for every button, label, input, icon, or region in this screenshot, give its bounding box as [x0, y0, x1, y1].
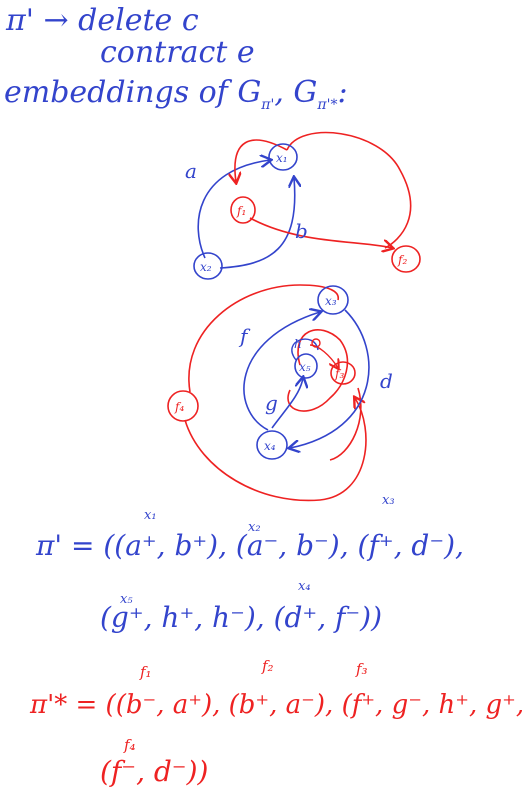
header-line-2: contract e [100, 35, 255, 70]
pi-star-label-f2: f₂ [262, 657, 274, 675]
pi-prime-label-x2: x₂ [248, 520, 261, 535]
edge-red-d [329, 387, 362, 461]
edge-red-inner [287, 329, 349, 412]
edge-red-f1-f2 [249, 217, 392, 248]
edge-d [290, 309, 370, 448]
pi-prime-label-x4: x₄ [298, 579, 311, 594]
pi-prime-line-2: (g⁺, h⁺, h⁻), (d⁺, f⁻)) [100, 601, 382, 634]
edge-label-h: h [294, 337, 302, 351]
pi-prime-label-x3: x₃ [382, 493, 395, 508]
edge-h-loop [291, 338, 319, 361]
node-x2 [193, 252, 223, 280]
edge-red-top [235, 139, 288, 182]
pi-star-label-f3: f₃ [356, 660, 368, 678]
header-embeddings-text: embeddings of G [4, 75, 262, 110]
edge-red-loop [286, 131, 412, 249]
node-f2 [391, 245, 421, 273]
label-f1: f₁ [236, 204, 246, 218]
node-f1 [230, 196, 256, 224]
pi-star-line-2: (f⁻, d⁻)) [100, 755, 209, 788]
node-f4 [167, 390, 199, 422]
header-line-3: embeddings of Gπ', Gπ'*: [4, 75, 348, 113]
header-line-1: π' → delete c [6, 3, 199, 38]
label-f2: f₂ [397, 253, 407, 267]
edge-red-outer [188, 284, 339, 393]
label-x2: x₂ [200, 260, 212, 274]
edge-red-bottom [184, 398, 367, 502]
header-sub-pi: π' [261, 97, 275, 113]
edge-label-d: d [380, 369, 393, 393]
label-x5: x₅ [299, 360, 311, 374]
edge-b [219, 178, 295, 269]
node-x1 [268, 143, 298, 171]
header-sub-pistar: π'* [317, 97, 338, 113]
pi-prime-label-x5: x₅ [120, 592, 133, 607]
edge-a [197, 160, 270, 259]
pi-prime-line-1: π' = ((a⁺, b⁺), (a⁻, b⁻), (f⁺, d⁻), [36, 529, 464, 562]
label-f3: f₃ [334, 367, 344, 381]
edge-label-a: a [185, 159, 197, 183]
node-f3 [330, 361, 356, 385]
node-x5 [294, 353, 318, 379]
edge-label-g: g [265, 391, 278, 415]
edge-g [271, 378, 303, 429]
edge-label-f: f [238, 324, 251, 348]
label-x1: x₁ [276, 151, 288, 165]
pi-star-line-1: π'* = ((b⁻, a⁺), (b⁺, a⁻), (f⁺, g⁻, h⁺, … [30, 690, 522, 720]
node-h-small [311, 338, 321, 348]
label-f4: f₄ [174, 400, 184, 414]
header-colon: : [337, 75, 348, 110]
header-comma-g: , G [274, 75, 318, 110]
label-x4: x₄ [264, 439, 276, 453]
edge-f [243, 312, 320, 431]
pi-star-label-f4: f₄ [124, 736, 136, 754]
node-x4 [256, 430, 288, 460]
edge-label-b: b [295, 219, 308, 243]
pi-star-label-f1: f₁ [140, 663, 152, 681]
edge-red-h [309, 344, 338, 368]
node-x3 [317, 285, 349, 315]
label-x3: x₃ [325, 294, 337, 308]
pi-prime-label-x1: x₁ [144, 508, 157, 523]
